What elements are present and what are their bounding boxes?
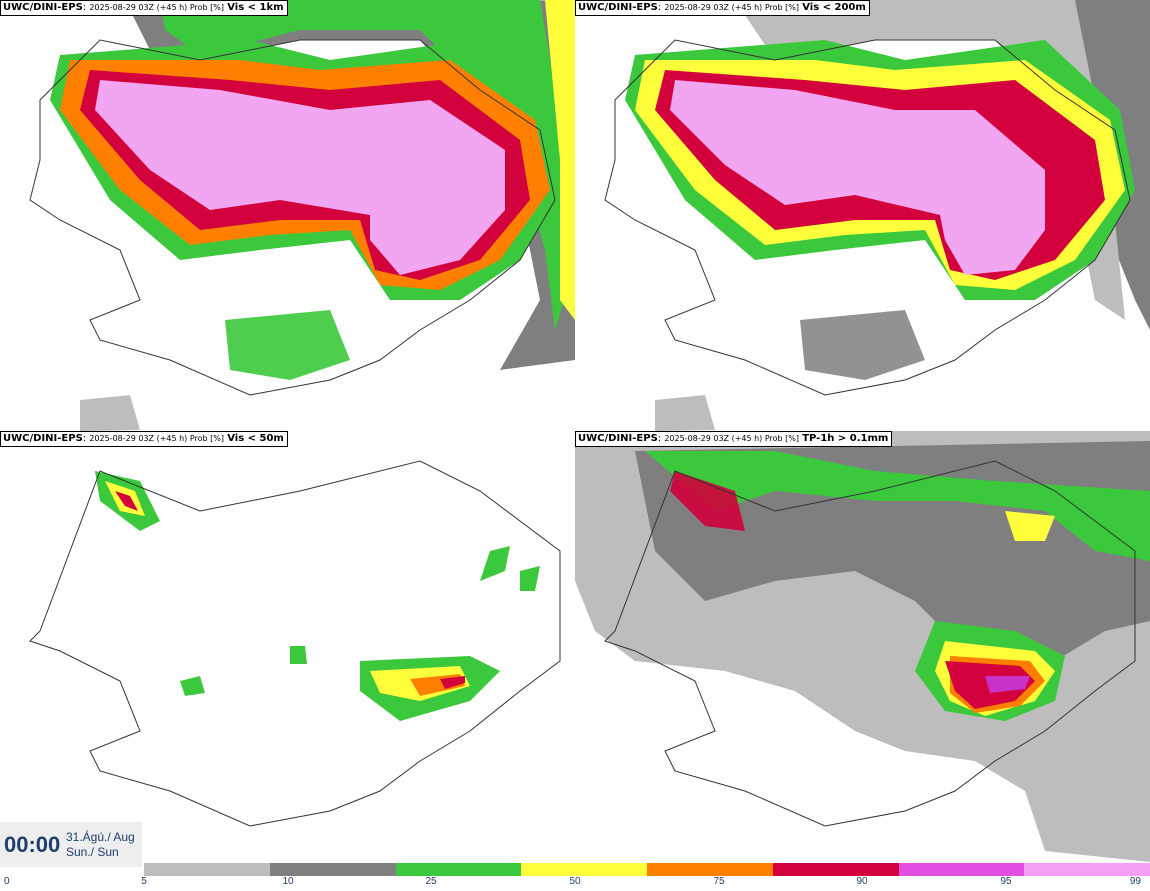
field-red-nw	[670, 471, 745, 531]
legend-tick-label: 99	[1129, 876, 1141, 887]
field-green-south	[225, 310, 350, 380]
map-panel-vis-50m: UWC/DINI-EPS: 2025-08-29 03Z (+45 h) Pro…	[0, 431, 575, 862]
run-info: 2025-08-29 03Z (+45 h) Prob [%]	[664, 434, 800, 443]
valid-time-clock: 00:00	[4, 832, 61, 857]
probability-map	[0, 431, 575, 862]
legend-tick-label: 75	[713, 876, 725, 887]
field-name: Vis < 50m	[227, 433, 284, 444]
legend-tick-label: 90	[856, 876, 868, 887]
field-grey-light	[735, 0, 1125, 320]
coastline	[29, 460, 561, 827]
legend-tick-label: 0	[4, 876, 10, 887]
legend-tick-label: 5	[141, 876, 147, 887]
legend-color-swatch	[898, 863, 1025, 876]
valid-time-box: 00:00 31.Ágú./ Aug Sun./ Sun	[0, 822, 142, 867]
legend-tick-label: 95	[1000, 876, 1012, 887]
field-green-north	[645, 451, 1150, 561]
run-info: 2025-08-29 03Z (+45 h) Prob [%]	[89, 434, 225, 443]
map-panel-vis-1km: UWC/DINI-EPS: 2025-08-29 03Z (+45 h) Pro…	[0, 0, 575, 431]
probability-map	[0, 0, 575, 431]
field-name: Vis < 200m	[802, 2, 866, 13]
panel-title: UWC/DINI-EPS: 2025-08-29 03Z (+45 h) Pro…	[575, 431, 893, 447]
field-pink-blob	[95, 80, 505, 275]
field-grey-light-south	[655, 395, 715, 431]
field-yellow	[545, 0, 575, 320]
field-magenta-blob	[985, 676, 1030, 693]
legend-color-swatch	[521, 863, 647, 876]
legend-tick-label: 10	[282, 876, 294, 887]
probability-legend: 0 5 10 25 50 75 90 95 99	[0, 863, 1150, 891]
field-green-spots	[180, 546, 540, 696]
model-source: UWC/DINI-EPS	[578, 433, 658, 444]
legend-color-swatch	[269, 863, 396, 876]
run-info: 2025-08-29 03Z (+45 h) Prob [%]	[664, 3, 800, 12]
legend-color-swatch	[144, 863, 270, 876]
model-source: UWC/DINI-EPS	[578, 2, 658, 13]
field-pink-blob	[670, 80, 1045, 275]
coastline	[29, 39, 556, 396]
valid-date: 31.Ágú./ Aug Sun./ Sun	[66, 830, 135, 860]
model-source: UWC/DINI-EPS	[3, 2, 83, 13]
probability-map	[575, 431, 1150, 862]
field-red-nw	[115, 491, 138, 511]
valid-date-line2: Sun./ Sun	[66, 845, 119, 859]
coastline	[604, 460, 1136, 827]
field-name: TP-1h > 0.1mm	[802, 433, 889, 444]
map-panel-tp-1h: UWC/DINI-EPS: 2025-08-29 03Z (+45 h) Pro…	[575, 431, 1150, 862]
legend-colorbar	[144, 863, 1150, 876]
legend-color-swatch	[647, 863, 773, 876]
field-grey-light	[80, 395, 140, 431]
panel-title: UWC/DINI-EPS: 2025-08-29 03Z (+45 h) Pro…	[575, 0, 870, 16]
legend-tick-label: 25	[425, 876, 437, 887]
panel-title: UWC/DINI-EPS: 2025-08-29 03Z (+45 h) Pro…	[0, 0, 288, 16]
legend-color-swatch	[772, 863, 899, 876]
map-panel-vis-200m: UWC/DINI-EPS: 2025-08-29 03Z (+45 h) Pro…	[575, 0, 1150, 431]
probability-map	[575, 0, 1150, 431]
coastline	[604, 39, 1131, 396]
legend-color-swatch	[1024, 863, 1150, 876]
field-red-east	[440, 676, 465, 689]
field-grey-south	[800, 310, 925, 380]
model-source: UWC/DINI-EPS	[3, 433, 83, 444]
field-green	[160, 0, 570, 330]
run-info: 2025-08-29 03Z (+45 h) Prob [%]	[89, 3, 225, 12]
legend-color-swatch	[395, 863, 522, 876]
valid-date-line1: 31.Ágú./ Aug	[66, 830, 135, 844]
legend-tick-label: 50	[569, 876, 581, 887]
field-name: Vis < 1km	[227, 2, 284, 13]
panel-title: UWC/DINI-EPS: 2025-08-29 03Z (+45 h) Pro…	[0, 431, 288, 447]
